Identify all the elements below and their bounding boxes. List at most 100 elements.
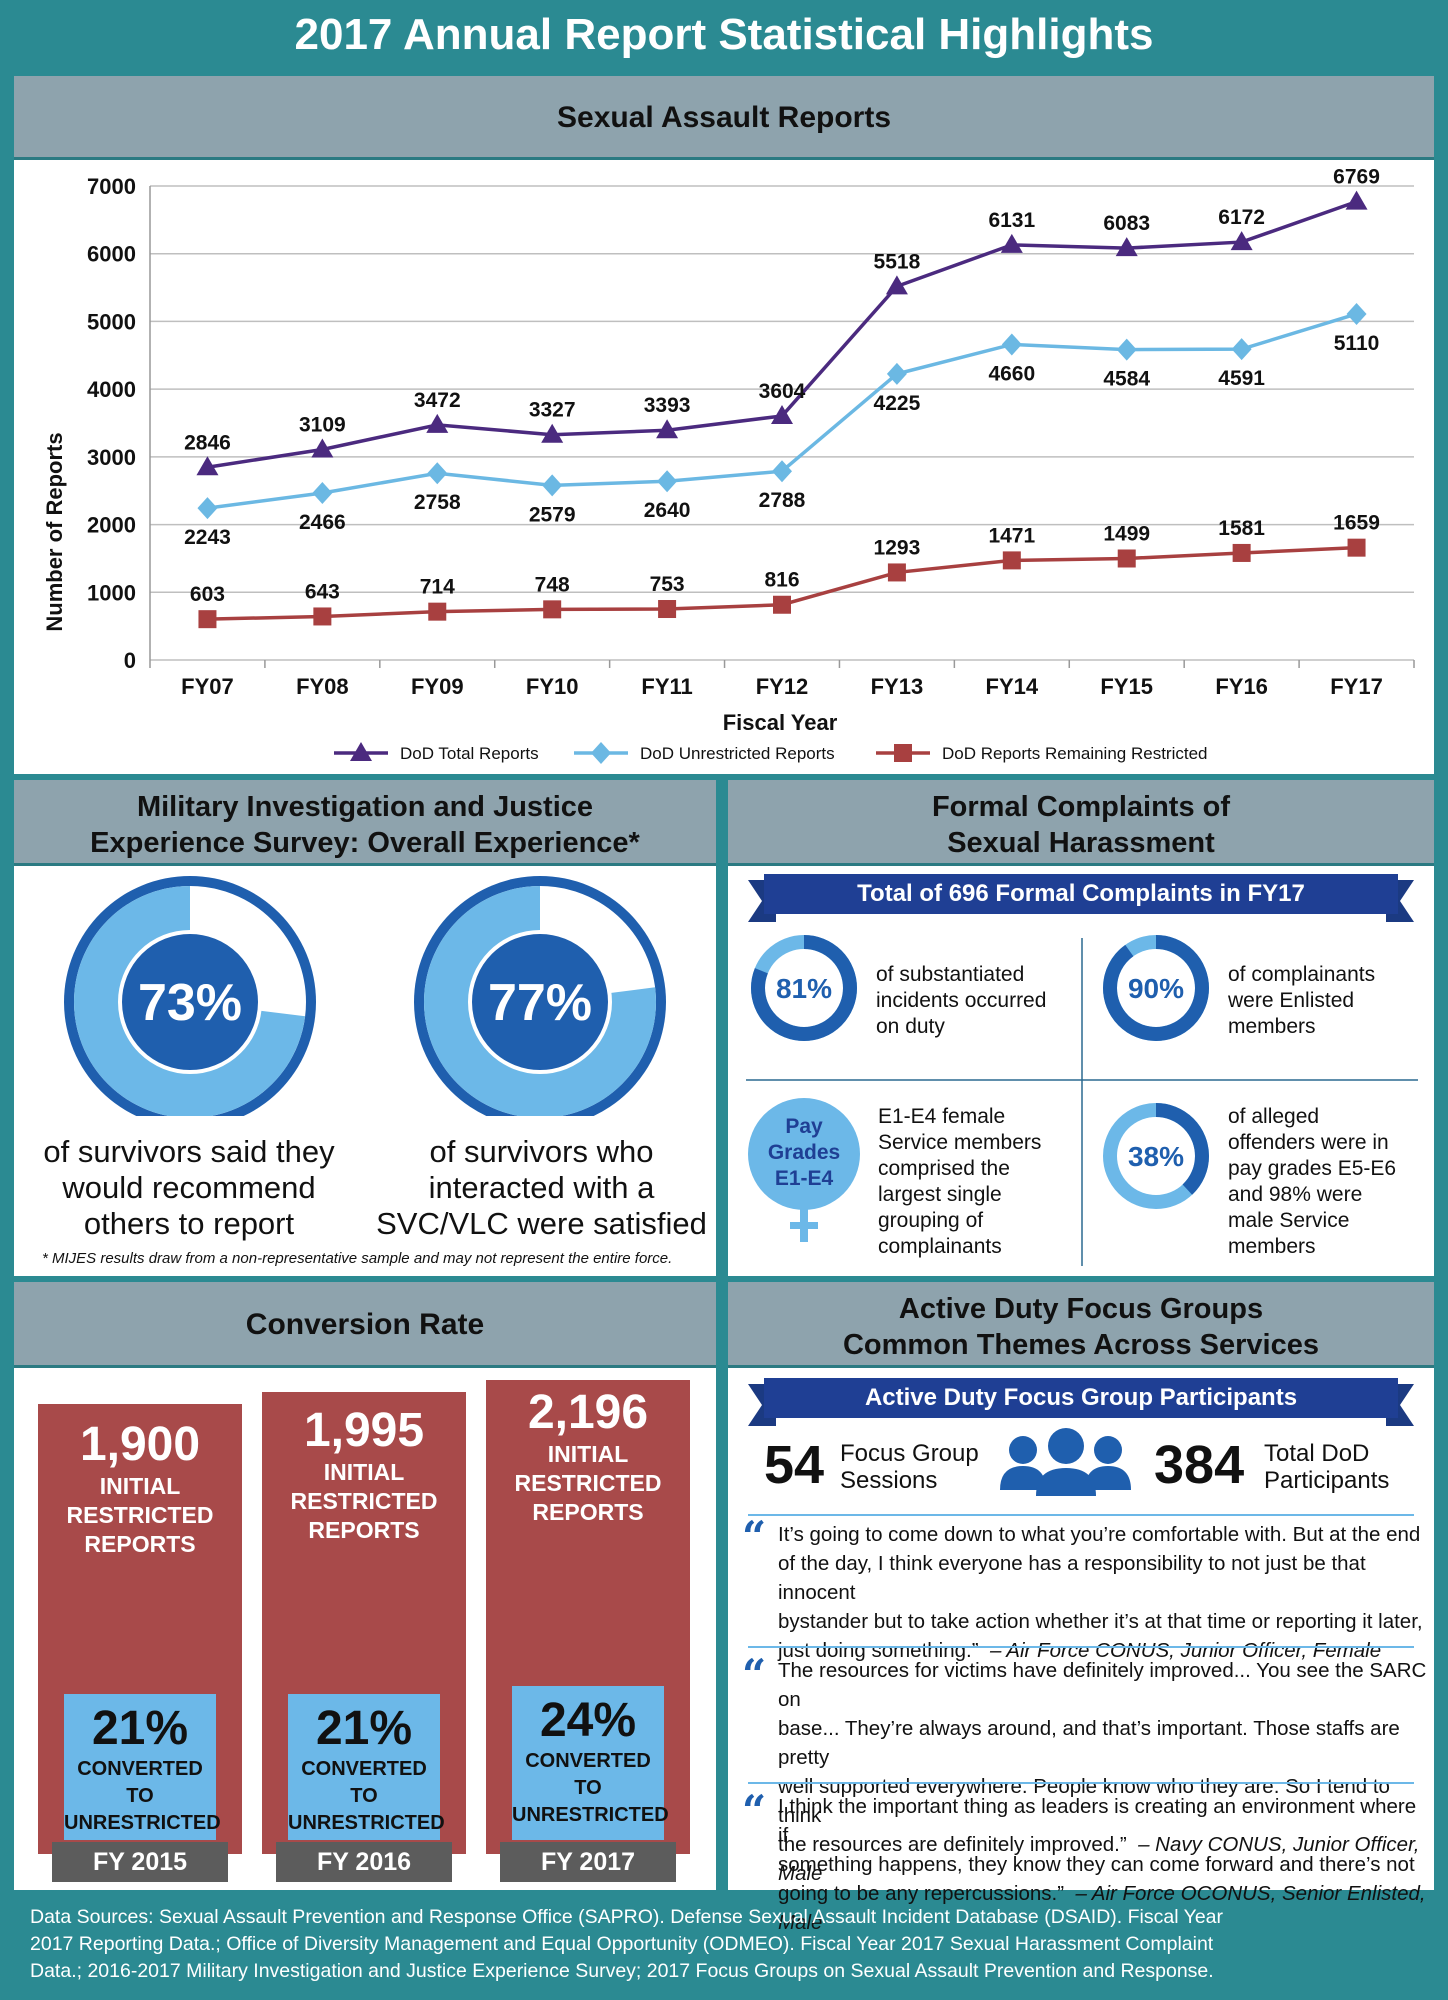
data-point xyxy=(1001,333,1022,356)
stat2-line2: were Enlisted xyxy=(1228,989,1355,1012)
stat1-line1: of substantiated xyxy=(876,963,1025,986)
quote2-line1: The resources for victims have definitel… xyxy=(778,1659,1427,1711)
data-point xyxy=(1347,538,1366,557)
data-label: 6769 xyxy=(1333,166,1380,189)
data-label: 2579 xyxy=(529,503,576,526)
quote2-line2: base... They’re always around, and that’… xyxy=(778,1717,1400,1769)
y-axis-label: Number of Reports xyxy=(42,432,67,631)
legend-label: DoD Unrestricted Reports xyxy=(640,744,835,763)
data-point xyxy=(1117,549,1136,568)
data-label: 3393 xyxy=(644,394,691,417)
data-label: 3604 xyxy=(759,380,806,403)
bar1-line1: INITIAL xyxy=(99,1473,181,1499)
data-point xyxy=(542,474,563,497)
bar2-line1: INITIAL xyxy=(323,1459,405,1485)
x-tick-label: FY07 xyxy=(181,674,234,699)
ring2-caption: of survivors who interacted with a SVC/V… xyxy=(374,1134,709,1242)
y-tick-label: 0 xyxy=(124,648,136,673)
legend-marker xyxy=(591,742,611,764)
focus-graphics xyxy=(748,1378,1414,1496)
data-label: 603 xyxy=(190,583,225,606)
ring1-caption-line2: would recommend xyxy=(62,1170,316,1205)
x-tick-label: FY17 xyxy=(1330,674,1383,699)
y-tick-label: 1000 xyxy=(87,580,136,605)
quote1: It’s going to come down to what you’re c… xyxy=(778,1520,1428,1665)
data-point xyxy=(1000,233,1023,253)
data-point xyxy=(658,600,677,619)
data-label: 3109 xyxy=(299,413,346,436)
ring-fill xyxy=(74,886,306,1116)
quote3-line1: I think the important thing as leaders i… xyxy=(778,1795,1417,1847)
data-label: 2846 xyxy=(184,431,231,454)
data-label: 2758 xyxy=(414,491,461,514)
quote1-attribution: – Air Force CONUS, Junior Officer, Femal… xyxy=(989,1639,1382,1662)
mijes-title-line2: Experience Survey: Overall Experience* xyxy=(90,827,640,859)
quote3-line3: going to be any repercussions.” xyxy=(778,1882,1065,1905)
y-tick-label: 2000 xyxy=(87,513,136,538)
ring-fill xyxy=(424,886,656,1116)
complaints-title-line1: Formal Complaints of xyxy=(931,791,1231,823)
data-label: 753 xyxy=(650,573,685,596)
data-label: 4584 xyxy=(1103,368,1150,391)
x-tick-label: FY09 xyxy=(411,674,464,699)
x-tick-label: FY13 xyxy=(871,674,924,699)
data-point xyxy=(196,456,219,476)
bar2-percent: 21% xyxy=(315,1702,413,1755)
stat3-line5: grouping of xyxy=(878,1209,984,1232)
data-point xyxy=(1346,302,1367,325)
x-tick-labels: FY07 FY08 FY09 FY10 FY11 FY12 FY13 FY14 FY15 FY16… xyxy=(181,674,1383,699)
bar2-conversion-box: 21% CONVERTED TO UNRESTRICTED xyxy=(288,1694,445,1840)
ring-percent-label: 77% xyxy=(488,974,592,1032)
data-point xyxy=(197,497,218,520)
chart-panel: 0 1000 2000 3000 4000 5000 6000 7000 FY07 FY08 FY… xyxy=(14,160,1434,774)
quote3-line2: something happens, they know they can co… xyxy=(778,1853,1415,1876)
data-label: 714 xyxy=(420,576,455,599)
stat3-line2: Service members xyxy=(878,1131,1042,1154)
ring-percent-label: 38% xyxy=(1128,1141,1184,1172)
quote-divider-top xyxy=(748,1514,1414,1516)
ring-73-percent: 73% xyxy=(64,876,316,1116)
bar3-line1: INITIAL xyxy=(547,1441,629,1467)
ring1-caption-line1: of survivors said they xyxy=(43,1134,335,1169)
ring1-caption: of survivors said they would recommend o… xyxy=(24,1134,354,1242)
data-label: 4225 xyxy=(874,392,921,415)
ring2-caption-line1: of survivors who xyxy=(429,1134,654,1169)
data-point xyxy=(771,404,793,424)
y-tick-label: 3000 xyxy=(87,445,136,470)
complaints-graphics: 81% 90% 38% xyxy=(746,874,1418,1266)
sessions-label-line2: Sessions xyxy=(840,1467,938,1494)
data-label: 3327 xyxy=(529,399,576,422)
stat3-line6: complainants xyxy=(878,1235,1002,1258)
focus-title-line2: Common Themes Across Services xyxy=(842,1329,1319,1361)
x-tick-label: FY11 xyxy=(641,674,692,699)
quote-divider-1 xyxy=(748,1646,1414,1648)
chart-legend: DoD Total Reports DoD Unrestricted Report… xyxy=(334,742,1208,764)
bar2-fy-label: FY 2016 xyxy=(276,1842,452,1882)
x-tick-label: FY08 xyxy=(296,674,349,699)
data-point xyxy=(885,275,908,295)
conversion-panel: 1,900 INITIAL RESTRICTED REPORTS 21% CON… xyxy=(14,1368,716,1890)
participants-label-line1: Total DoD xyxy=(1264,1440,1370,1467)
sessions-number: 54 xyxy=(764,1435,825,1495)
stat3-line4: largest single xyxy=(878,1183,1002,1206)
data-label: 5518 xyxy=(874,250,921,273)
stat2-line1: of complainants xyxy=(1228,963,1376,986)
bar3-percent: 24% xyxy=(539,1694,637,1747)
ring-percent-label: 81% xyxy=(776,973,832,1004)
footer-line2: 2017 Reporting Data.; Office of Diversit… xyxy=(30,1933,1214,1955)
people-group-icon xyxy=(1000,1428,1131,1496)
stat4-line1: of alleged xyxy=(1228,1105,1320,1128)
series-2: 2243 2466 2758 2579 2640 2788 4225 4660 4584 4591… xyxy=(184,302,1379,549)
bar3-header: 2,196 INITIAL RESTRICTED REPORTS xyxy=(486,1386,690,1527)
ring-percent-label: 90% xyxy=(1128,973,1184,1004)
y-tick-label: 4000 xyxy=(87,377,136,402)
pay-grades-line3: E1-E4 xyxy=(774,1167,834,1190)
participants-number: 384 xyxy=(1154,1435,1245,1495)
bar1-fy-label: FY 2015 xyxy=(52,1842,228,1882)
footer-line3: Data.; 2016-2017 Military Investigation … xyxy=(30,1960,1214,1982)
bar3-count: 2,196 xyxy=(527,1386,649,1439)
ring1-caption-line3: others to report xyxy=(83,1206,295,1241)
footer-line1: Data Sources: Sexual Assault Prevention … xyxy=(30,1906,1224,1928)
quote2-line3: well supported everywhere. People know w… xyxy=(778,1775,1390,1827)
